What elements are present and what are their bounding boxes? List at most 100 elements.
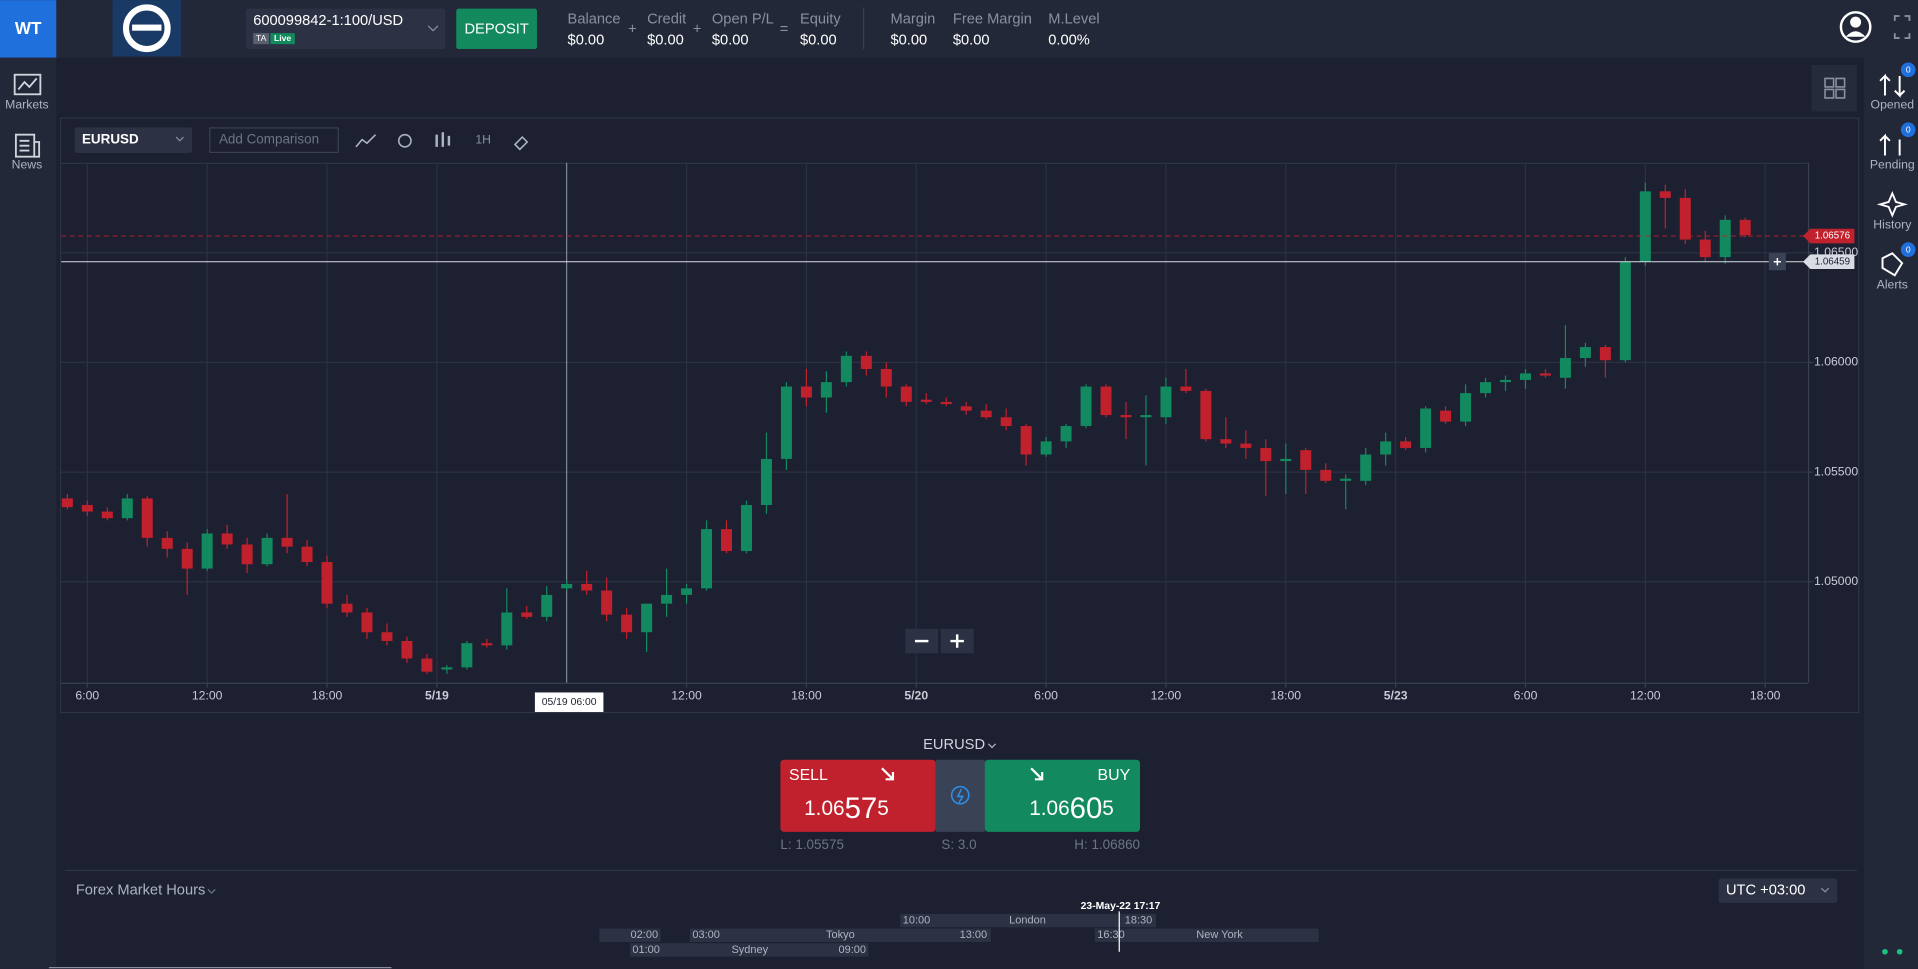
- crosshair-label: 05/19 06:00: [542, 697, 597, 708]
- sell-button[interactable]: [780, 759, 936, 832]
- broker-logo: [112, 0, 182, 57]
- timezone: UTC +03:00: [1726, 882, 1805, 898]
- x-tick-label: 18:00: [1750, 688, 1781, 702]
- candle-body: [740, 504, 752, 552]
- operator: +: [693, 21, 702, 37]
- stat-label: M.Level: [1048, 12, 1099, 28]
- alerts-icon[interactable]: [1881, 252, 1904, 277]
- count-text: 0: [1906, 65, 1911, 75]
- session-close: 09:00: [839, 944, 867, 956]
- layout-button[interactable]: [1811, 64, 1857, 112]
- interval[interactable]: 1H: [475, 132, 491, 146]
- account-selector[interactable]: [245, 8, 446, 50]
- buy-label: BUY: [1098, 767, 1131, 784]
- low-price: L: 1.05575: [780, 837, 844, 852]
- stat-value: $0.00: [891, 32, 928, 48]
- plus-icon: [950, 634, 964, 648]
- candle-body: [920, 399, 932, 402]
- candle-body: [1020, 426, 1032, 455]
- drawing-icon[interactable]: [513, 135, 529, 151]
- candle-body: [121, 498, 133, 519]
- candle-body: [1400, 441, 1412, 448]
- candle-body: [1639, 191, 1651, 262]
- comparison-input[interactable]: [209, 127, 339, 154]
- candle-body: [1420, 408, 1432, 448]
- stat-value: 0.00%: [1048, 32, 1090, 48]
- candle-body: [1260, 447, 1272, 462]
- stat-label: Open P/L: [712, 12, 774, 28]
- markets-icon[interactable]: [13, 73, 42, 96]
- sell-price: 1.06575: [804, 792, 889, 825]
- y-tick-label: 1.06000: [1814, 355, 1858, 369]
- sell-label: SELL: [789, 767, 828, 784]
- candle-body: [1100, 386, 1112, 416]
- buy-price: 1.06605: [1029, 792, 1114, 825]
- candle-body: [201, 533, 213, 569]
- candle-body: [1280, 458, 1292, 462]
- market-hours-title[interactable]: Forex Market Hours: [76, 882, 206, 898]
- now-label: 23-May-22 17:17: [1081, 901, 1161, 912]
- candle-body: [1380, 441, 1392, 455]
- buy-button[interactable]: [984, 759, 1141, 832]
- candle-body: [780, 386, 792, 459]
- candle-body: [361, 612, 373, 633]
- timezone-selector[interactable]: [1718, 878, 1838, 903]
- lightning-bolt: [956, 788, 965, 803]
- session-open: 10:00: [903, 914, 931, 926]
- stat-label: Equity: [800, 12, 841, 28]
- sell-arrow: [881, 767, 895, 781]
- candle-body: [1619, 261, 1631, 361]
- stat-value: $0.00: [953, 32, 990, 48]
- candle-body: [641, 603, 653, 633]
- count-text: 0: [1906, 245, 1911, 255]
- badge: [253, 33, 270, 45]
- stat-label: Margin: [891, 12, 936, 28]
- badge-text: Live: [274, 33, 291, 43]
- candle-body: [241, 544, 253, 565]
- candle-body: [1739, 219, 1751, 236]
- history-icon[interactable]: [1876, 191, 1908, 218]
- candle-body: [1539, 373, 1551, 376]
- candle-body: [1519, 373, 1531, 380]
- x-tick-label: 5/23: [1384, 688, 1408, 702]
- candle-body: [1320, 469, 1332, 481]
- count-text: 0: [1906, 125, 1911, 135]
- status-dot: [1896, 948, 1903, 955]
- nav-label: History: [1873, 217, 1912, 231]
- profile-icon[interactable]: [1839, 11, 1872, 43]
- candles-icon[interactable]: [435, 132, 451, 147]
- chart-type-icon[interactable]: [355, 134, 377, 148]
- x-tick-label: 18:00: [312, 688, 343, 702]
- chart-panel: [59, 117, 1860, 714]
- stat-value: $0.00: [647, 32, 684, 48]
- candle-body: [840, 355, 852, 383]
- symbol-selector[interactable]: [74, 127, 193, 154]
- fullscreen-icon[interactable]: [1893, 15, 1911, 39]
- news-icon[interactable]: [14, 133, 41, 158]
- x-tick-label: 12:00: [671, 688, 702, 702]
- dropdown-arrow: [987, 743, 997, 749]
- candle-body: [1220, 439, 1232, 444]
- candle-body: [381, 632, 393, 641]
- candle-body: [1120, 415, 1132, 418]
- candle-body: [341, 603, 353, 613]
- brand-logo[interactable]: [0, 0, 57, 58]
- candle-body: [980, 410, 992, 418]
- session-close: 18:30: [1125, 914, 1153, 926]
- trade-symbol[interactable]: EURUSD: [923, 737, 985, 753]
- pending-icon[interactable]: [1879, 133, 1901, 156]
- candle-body: [1440, 410, 1452, 422]
- opened-icon[interactable]: [1879, 73, 1906, 98]
- nav-label: News: [12, 157, 43, 171]
- candle-body: [181, 548, 193, 569]
- candle-body: [1180, 386, 1192, 391]
- dropdown-arrow: [207, 888, 216, 894]
- stat-value: $0.00: [712, 32, 749, 48]
- session-name: Sydney: [731, 944, 768, 956]
- candle-body: [860, 355, 872, 369]
- symbol: EURUSD: [82, 132, 139, 147]
- indicator-icon[interactable]: [397, 133, 412, 148]
- deposit-button[interactable]: [456, 8, 537, 50]
- candle-body: [681, 588, 693, 595]
